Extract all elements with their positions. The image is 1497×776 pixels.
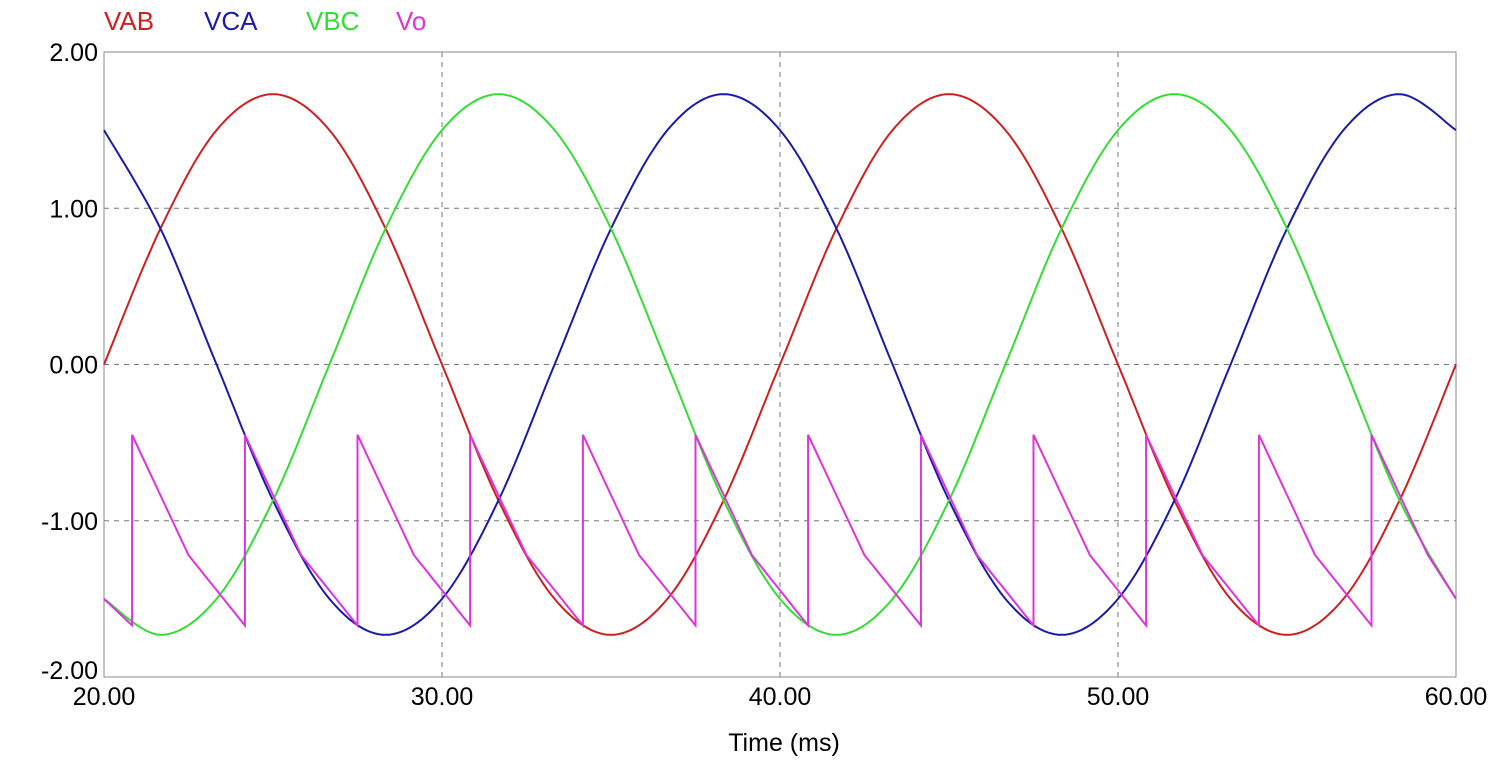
- legend-item-vbc: VBC: [306, 6, 359, 36]
- legend: VAB VCA VBC Vo: [104, 6, 426, 36]
- x-axis-title: Time (ms): [728, 729, 840, 757]
- y-tick-label: -2.00: [41, 657, 98, 685]
- legend-item-vab: VAB: [104, 6, 154, 36]
- x-tick-label: 40.00: [749, 683, 812, 711]
- x-tick-label: 50.00: [1087, 683, 1150, 711]
- series-line-vbc: [103, 93, 1457, 636]
- series-line-vab: [103, 93, 1457, 636]
- legend-item-vca: VCA: [204, 6, 258, 36]
- y-tick-label: 1.00: [49, 195, 98, 223]
- x-tick-label: 60.00: [1425, 683, 1488, 711]
- y-tick-label: 0.00: [49, 352, 98, 380]
- series-layer: [103, 93, 1457, 636]
- x-tick-label: 20.00: [73, 683, 136, 711]
- series-line-vo: [103, 434, 1457, 629]
- y-tick-label: -1.00: [41, 508, 98, 536]
- y-tick-label: 2.00: [49, 39, 98, 67]
- legend-item-vo: Vo: [396, 6, 426, 36]
- y-axis-ticks: 2.00 1.00 0.00 -1.00 -2.00: [41, 39, 98, 685]
- x-tick-label: 30.00: [411, 683, 474, 711]
- series-line-vca: [103, 93, 1457, 636]
- x-axis-ticks: 20.00 30.00 40.00 50.00 60.00: [73, 683, 1488, 711]
